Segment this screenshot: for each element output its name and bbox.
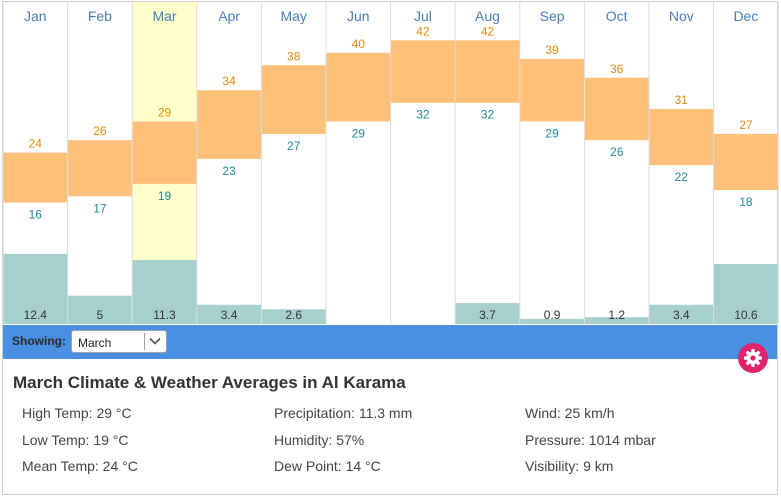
high-temp-label: 31 — [675, 93, 689, 107]
high-temp-label: 34 — [222, 74, 236, 88]
temperature-bar — [649, 108, 714, 166]
high-temp-label: 36 — [610, 62, 624, 76]
month-label[interactable]: Oct — [606, 8, 628, 24]
precipitation-bar — [455, 303, 520, 324]
temperature-bar — [519, 59, 585, 122]
temperature-bar — [584, 77, 649, 141]
high-temp-label: 27 — [739, 118, 753, 132]
low-temp-label: 23 — [222, 164, 236, 178]
month-label[interactable]: May — [280, 8, 306, 24]
month-label[interactable]: Nov — [669, 8, 694, 24]
low-temp-label: 32 — [481, 108, 495, 122]
precipitation-bar — [649, 304, 714, 324]
stat-dew-point: Dew Point: 14 °C — [274, 458, 381, 474]
precipitation-bar — [3, 253, 68, 324]
precipitation-label: 12.4 — [24, 308, 48, 322]
precipitation-label: 2.6 — [285, 308, 302, 322]
stat-visibility: Visibility: 9 km — [525, 458, 614, 474]
precipitation-label: 3.4 — [673, 308, 690, 322]
month-label[interactable]: Sep — [540, 8, 565, 24]
precipitation-label: 10.6 — [734, 308, 758, 322]
temperature-bar — [455, 40, 520, 103]
stat-pressure: Pressure: 1014 mbar — [525, 432, 656, 448]
stat-low-temp: Low Temp: 19 °C — [22, 432, 129, 448]
low-temp-label: 27 — [287, 139, 301, 153]
select-divider — [144, 333, 145, 350]
month-label[interactable]: Mar — [152, 8, 176, 24]
precipitation-bar — [713, 264, 779, 324]
high-temp-label: 38 — [287, 49, 301, 63]
low-temp-label: 29 — [352, 126, 366, 140]
precipitation-label: 0.9 — [544, 308, 561, 322]
low-temp-label: 26 — [610, 145, 624, 159]
precipitation-bar — [132, 260, 197, 324]
high-temp-label: 40 — [352, 37, 366, 51]
stat-precipitation: Precipitation: 11.3 mm — [274, 405, 413, 421]
precipitation-bar — [584, 317, 649, 324]
precipitation-bar — [67, 295, 133, 324]
low-temp-label: 17 — [93, 201, 107, 215]
low-temp-label: 19 — [158, 189, 172, 203]
temperature-bar — [67, 140, 133, 197]
stat-mean-temp: Mean Temp: 24 °C — [22, 458, 138, 474]
temperature-bar — [261, 65, 326, 134]
month-label[interactable]: Feb — [88, 8, 112, 24]
temperature-bar — [326, 52, 391, 122]
stat-humidity: Humidity: 57% — [274, 432, 365, 448]
precipitation-bar — [261, 309, 326, 324]
climate-chart: Jan 24 16 12.4 Feb 26 17 5 Mar 29 19 11.3 Apr 34 23 3.4… — [2, 2, 779, 324]
info-title: March Climate & Weather Averages in Al K… — [13, 373, 406, 392]
low-temp-label: 18 — [739, 195, 753, 209]
high-temp-label: 42 — [416, 24, 430, 38]
stat-wind: Wind: 25 km/h — [525, 405, 615, 421]
low-temp-label: 29 — [545, 126, 559, 140]
temperature-bar — [3, 152, 68, 203]
high-temp-label: 24 — [29, 137, 43, 151]
month-label[interactable]: Jan — [24, 8, 47, 24]
month-label[interactable]: Jul — [414, 8, 432, 24]
settings-button[interactable] — [738, 343, 768, 373]
temperature-bar — [132, 121, 197, 184]
month-select-value: March — [78, 336, 112, 350]
stat-high-temp: High Temp: 29 °C — [22, 405, 132, 421]
temperature-bar — [713, 133, 779, 191]
month-label[interactable]: Dec — [733, 8, 758, 24]
high-temp-label: 42 — [481, 24, 495, 38]
precipitation-label: 5 — [97, 308, 104, 322]
precipitation-bar — [519, 318, 585, 324]
low-temp-label: 16 — [29, 208, 43, 222]
month-select[interactable]: March — [71, 330, 167, 353]
temperature-bar — [196, 90, 262, 159]
toolbar: Showing: March — [3, 325, 777, 359]
month-label[interactable]: Jun — [347, 8, 370, 24]
month-label[interactable]: Aug — [475, 8, 500, 24]
gear-icon — [744, 349, 762, 367]
high-temp-label: 29 — [158, 105, 172, 119]
showing-label: Showing: — [12, 334, 66, 348]
precipitation-label: 11.3 — [153, 308, 176, 322]
low-temp-label: 32 — [416, 108, 430, 122]
low-temp-label: 22 — [675, 170, 689, 184]
high-temp-label: 26 — [93, 124, 107, 138]
month-label[interactable]: Apr — [218, 8, 240, 24]
temperature-bar — [390, 40, 456, 103]
precipitation-label: 3.4 — [221, 308, 238, 322]
precipitation-label: 3.7 — [479, 308, 496, 322]
chevron-down-icon — [149, 337, 161, 345]
precipitation-label: 1.2 — [608, 308, 625, 322]
precipitation-bar — [196, 304, 262, 324]
high-temp-label: 39 — [545, 43, 559, 57]
